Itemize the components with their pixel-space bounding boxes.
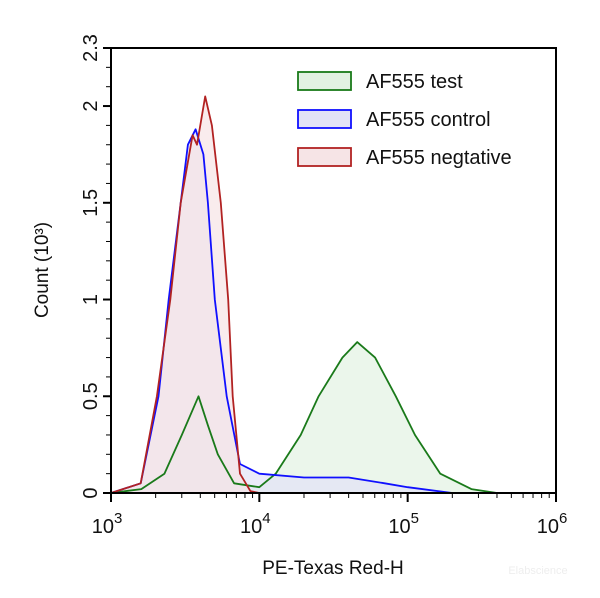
x-axis-label: PE-Texas Red-H	[262, 558, 404, 579]
legend-swatch-0	[297, 71, 352, 91]
x-tick-label: 103	[92, 510, 123, 538]
series-line-2	[110, 95, 260, 494]
x-tick-label: 106	[537, 510, 568, 538]
series-areas	[110, 95, 498, 494]
y-tick-label: 1	[80, 294, 102, 305]
y-axis-label: Count (10³)	[32, 222, 53, 318]
y-tick-label: 0	[80, 487, 102, 498]
legend: AF555 test AF555 control AF555 negtative	[297, 71, 512, 169]
legend-swatch-2	[297, 147, 352, 167]
series-line-0	[110, 341, 498, 494]
plot-frame	[110, 47, 557, 494]
series-line-1	[110, 128, 453, 494]
y-tick-label: 1.5	[80, 189, 102, 217]
legend-swatch-1	[297, 109, 352, 129]
y-tick-label: 2.3	[80, 34, 102, 62]
axis-ticks: 103 104 105 106 0 0.5 1 1.5 2 2.3	[80, 34, 567, 538]
series-fill-2	[111, 96, 260, 494]
legend-label-0: AF555 test	[366, 71, 463, 93]
x-tick-label: 105	[388, 510, 419, 538]
x-tick-label: 104	[240, 510, 271, 538]
y-tick-label: 0.5	[80, 382, 102, 410]
legend-label-1: AF555 control	[366, 109, 491, 131]
watermark: Elabscience	[508, 565, 567, 577]
y-tick-label: 2	[80, 100, 102, 111]
legend-label-2: AF555 negtative	[366, 147, 512, 169]
